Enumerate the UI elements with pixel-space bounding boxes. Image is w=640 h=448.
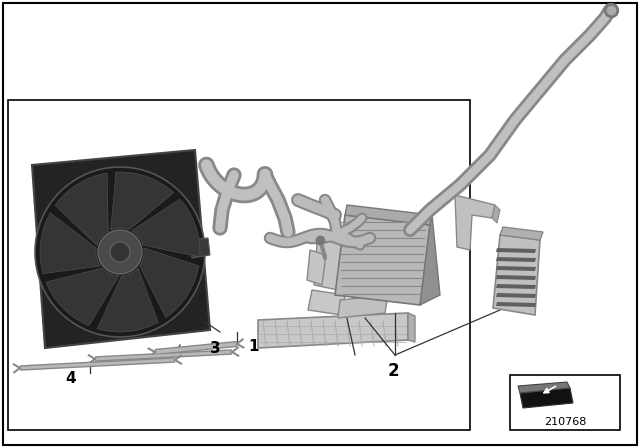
Text: 210768: 210768: [544, 417, 586, 427]
Bar: [8, 100, 470, 430]
Polygon shape: [496, 257, 536, 262]
Polygon shape: [420, 215, 440, 305]
Text: 3: 3: [210, 340, 221, 356]
Polygon shape: [190, 238, 210, 258]
Polygon shape: [111, 172, 173, 230]
Polygon shape: [55, 173, 108, 246]
Polygon shape: [308, 290, 345, 315]
Polygon shape: [338, 295, 388, 318]
Polygon shape: [335, 215, 430, 305]
Polygon shape: [46, 268, 119, 326]
Polygon shape: [496, 284, 536, 289]
Polygon shape: [131, 199, 200, 257]
Polygon shape: [496, 302, 536, 307]
Circle shape: [110, 242, 130, 262]
Polygon shape: [496, 248, 536, 253]
Polygon shape: [455, 195, 495, 250]
Circle shape: [98, 230, 142, 274]
Polygon shape: [97, 268, 158, 332]
Bar: [510, 375, 620, 430]
Polygon shape: [518, 382, 570, 393]
Text: 4: 4: [65, 370, 76, 385]
Polygon shape: [496, 293, 536, 298]
Polygon shape: [493, 235, 540, 315]
Text: 1: 1: [248, 339, 259, 353]
Polygon shape: [40, 213, 100, 274]
Polygon shape: [496, 275, 536, 280]
Text: 2: 2: [387, 362, 399, 380]
Polygon shape: [345, 205, 432, 225]
Polygon shape: [258, 313, 408, 348]
Polygon shape: [140, 248, 199, 318]
Polygon shape: [307, 250, 326, 285]
Polygon shape: [500, 227, 543, 240]
Polygon shape: [408, 313, 415, 342]
Polygon shape: [520, 388, 573, 408]
Polygon shape: [492, 205, 500, 223]
Polygon shape: [314, 230, 342, 290]
Circle shape: [35, 167, 205, 337]
Polygon shape: [32, 150, 210, 348]
Polygon shape: [496, 266, 536, 271]
